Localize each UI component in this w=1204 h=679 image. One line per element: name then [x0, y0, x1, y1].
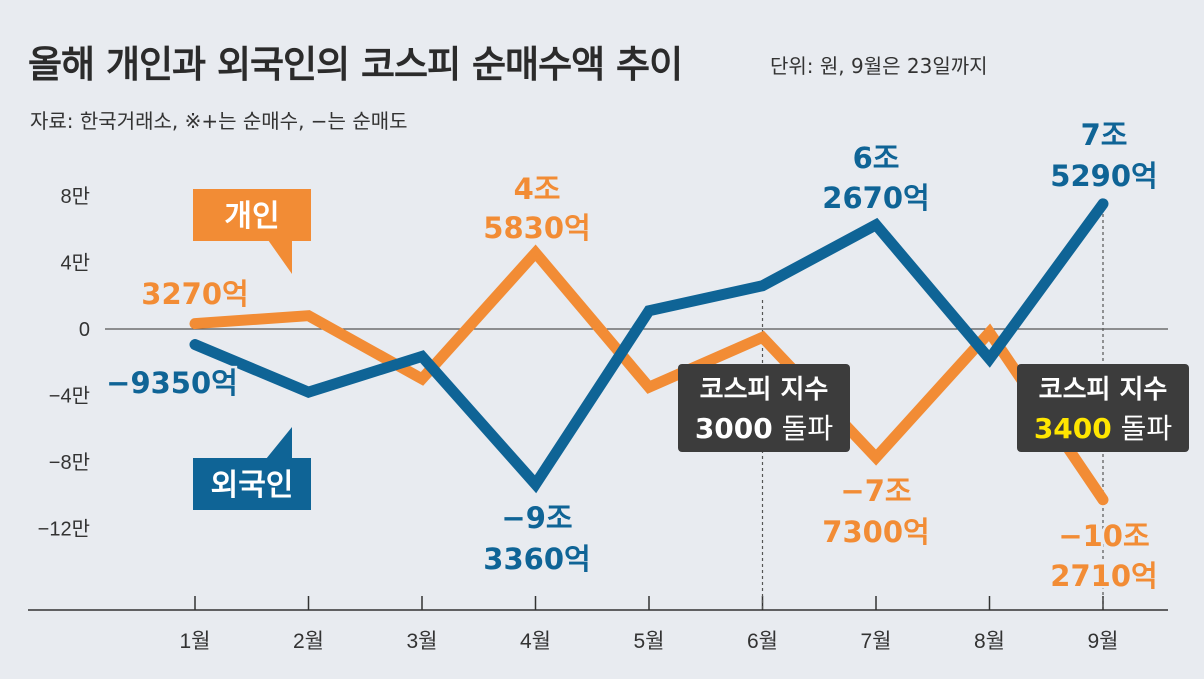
legend-foreign: 외국인	[193, 427, 311, 510]
y-tick-label: −8만	[49, 451, 90, 474]
data-label-for_jul_2: 2670억	[822, 181, 929, 215]
data-label-for_jan: −9350억	[106, 366, 238, 400]
data-label-ind_jul_2: 7300억	[822, 515, 929, 549]
x-tick-label: 4월	[520, 630, 551, 653]
individual-data-point	[985, 328, 994, 337]
data-label-ind_jan: 3270억	[141, 277, 248, 311]
data-label-for_apr_2: 3360억	[483, 542, 590, 576]
legend-individual-label: 개인	[224, 199, 279, 234]
x-tick-label: 8월	[974, 630, 1005, 653]
y-tick-label: −12만	[38, 518, 90, 541]
individual-series-line	[189, 244, 1109, 506]
legend-foreign-pointer	[266, 427, 292, 459]
annotation-box	[1017, 364, 1189, 452]
foreign-data-point	[872, 220, 880, 229]
individual-data-point	[1099, 495, 1107, 504]
foreign-data-point	[645, 306, 653, 315]
x-tick-label: 6월	[747, 630, 778, 653]
y-tick-label: 0	[79, 319, 90, 341]
annotation-line2: 3400 돌파	[1034, 412, 1172, 445]
annotation-line1: 코스피 지수	[1039, 375, 1168, 405]
legend-individual: 개인	[193, 189, 311, 274]
foreign-data-point	[1099, 199, 1107, 208]
data-label-for_sep_2: 5290억	[1050, 159, 1157, 193]
unit-note: 단위: 원, 9월은 23일까지	[770, 54, 988, 78]
data-label-for_apr_1: −9조	[501, 501, 572, 535]
x-tick-label: 9월	[1088, 630, 1119, 653]
individual-data-point	[531, 248, 540, 257]
annotation-suffix: 돌파	[1112, 412, 1172, 445]
annotation-number: 3000	[695, 412, 773, 445]
y-tick-label: 4만	[60, 252, 90, 275]
individual-data-point	[418, 374, 426, 383]
foreign-series-line	[189, 198, 1109, 494]
x-tick-label: 1월	[180, 630, 211, 653]
legend-individual-pointer	[268, 240, 292, 274]
y-tick-label: −4만	[49, 385, 90, 408]
individual-data-point	[872, 453, 880, 462]
data-label-ind_apr_2: 5830억	[483, 211, 590, 245]
y-tick-label: 8만	[60, 185, 90, 208]
foreign-data-point	[758, 281, 767, 290]
foreign-data-point	[418, 352, 426, 361]
individual-data-point	[304, 311, 313, 320]
x-tick-label: 7월	[861, 630, 892, 653]
source-note: 자료: 한국거래소, ※+는 순매수, −는 순매도	[30, 109, 408, 133]
foreign-data-point	[531, 480, 540, 489]
data-label-ind_sep_2: 2710억	[1050, 559, 1157, 593]
data-label-ind_apr_1: 4조	[514, 172, 561, 206]
individual-data-point	[645, 383, 653, 392]
annotation-box	[678, 364, 850, 452]
chart-title: 올해 개인과 외국인의 코스피 순매수액 추이	[28, 43, 683, 86]
annotation-number: 3400	[1034, 412, 1112, 445]
individual-data-point	[758, 333, 767, 342]
foreign-data-point	[191, 340, 199, 349]
annotation-line1: 코스피 지수	[700, 375, 829, 405]
data-label-for_jul_1: 6조	[853, 141, 900, 175]
foreign-data-point	[304, 388, 313, 397]
x-tick-label: 2월	[293, 630, 324, 653]
legend-foreign-label: 외국인	[211, 468, 294, 503]
annotation-line2: 3000 돌파	[695, 412, 833, 445]
data-label-ind_sep_1: −10조	[1058, 519, 1149, 553]
individual-data-point	[191, 319, 199, 328]
annotation-kospi-sep: 코스피 지수 3400 돌파	[1017, 364, 1189, 452]
data-label-ind_jul_1: −7조	[840, 474, 911, 508]
foreign-data-point	[985, 354, 994, 363]
legend-foreign-box	[193, 458, 311, 510]
legend-individual-box	[193, 189, 311, 241]
data-label-for_sep_1: 7조	[1081, 118, 1128, 152]
x-tick-label: 5월	[634, 630, 665, 653]
annotation-suffix: 돌파	[773, 412, 833, 445]
annotation-kospi-jun: 코스피 지수 3000 돌파	[678, 364, 850, 452]
x-tick-label: 3월	[407, 630, 438, 653]
